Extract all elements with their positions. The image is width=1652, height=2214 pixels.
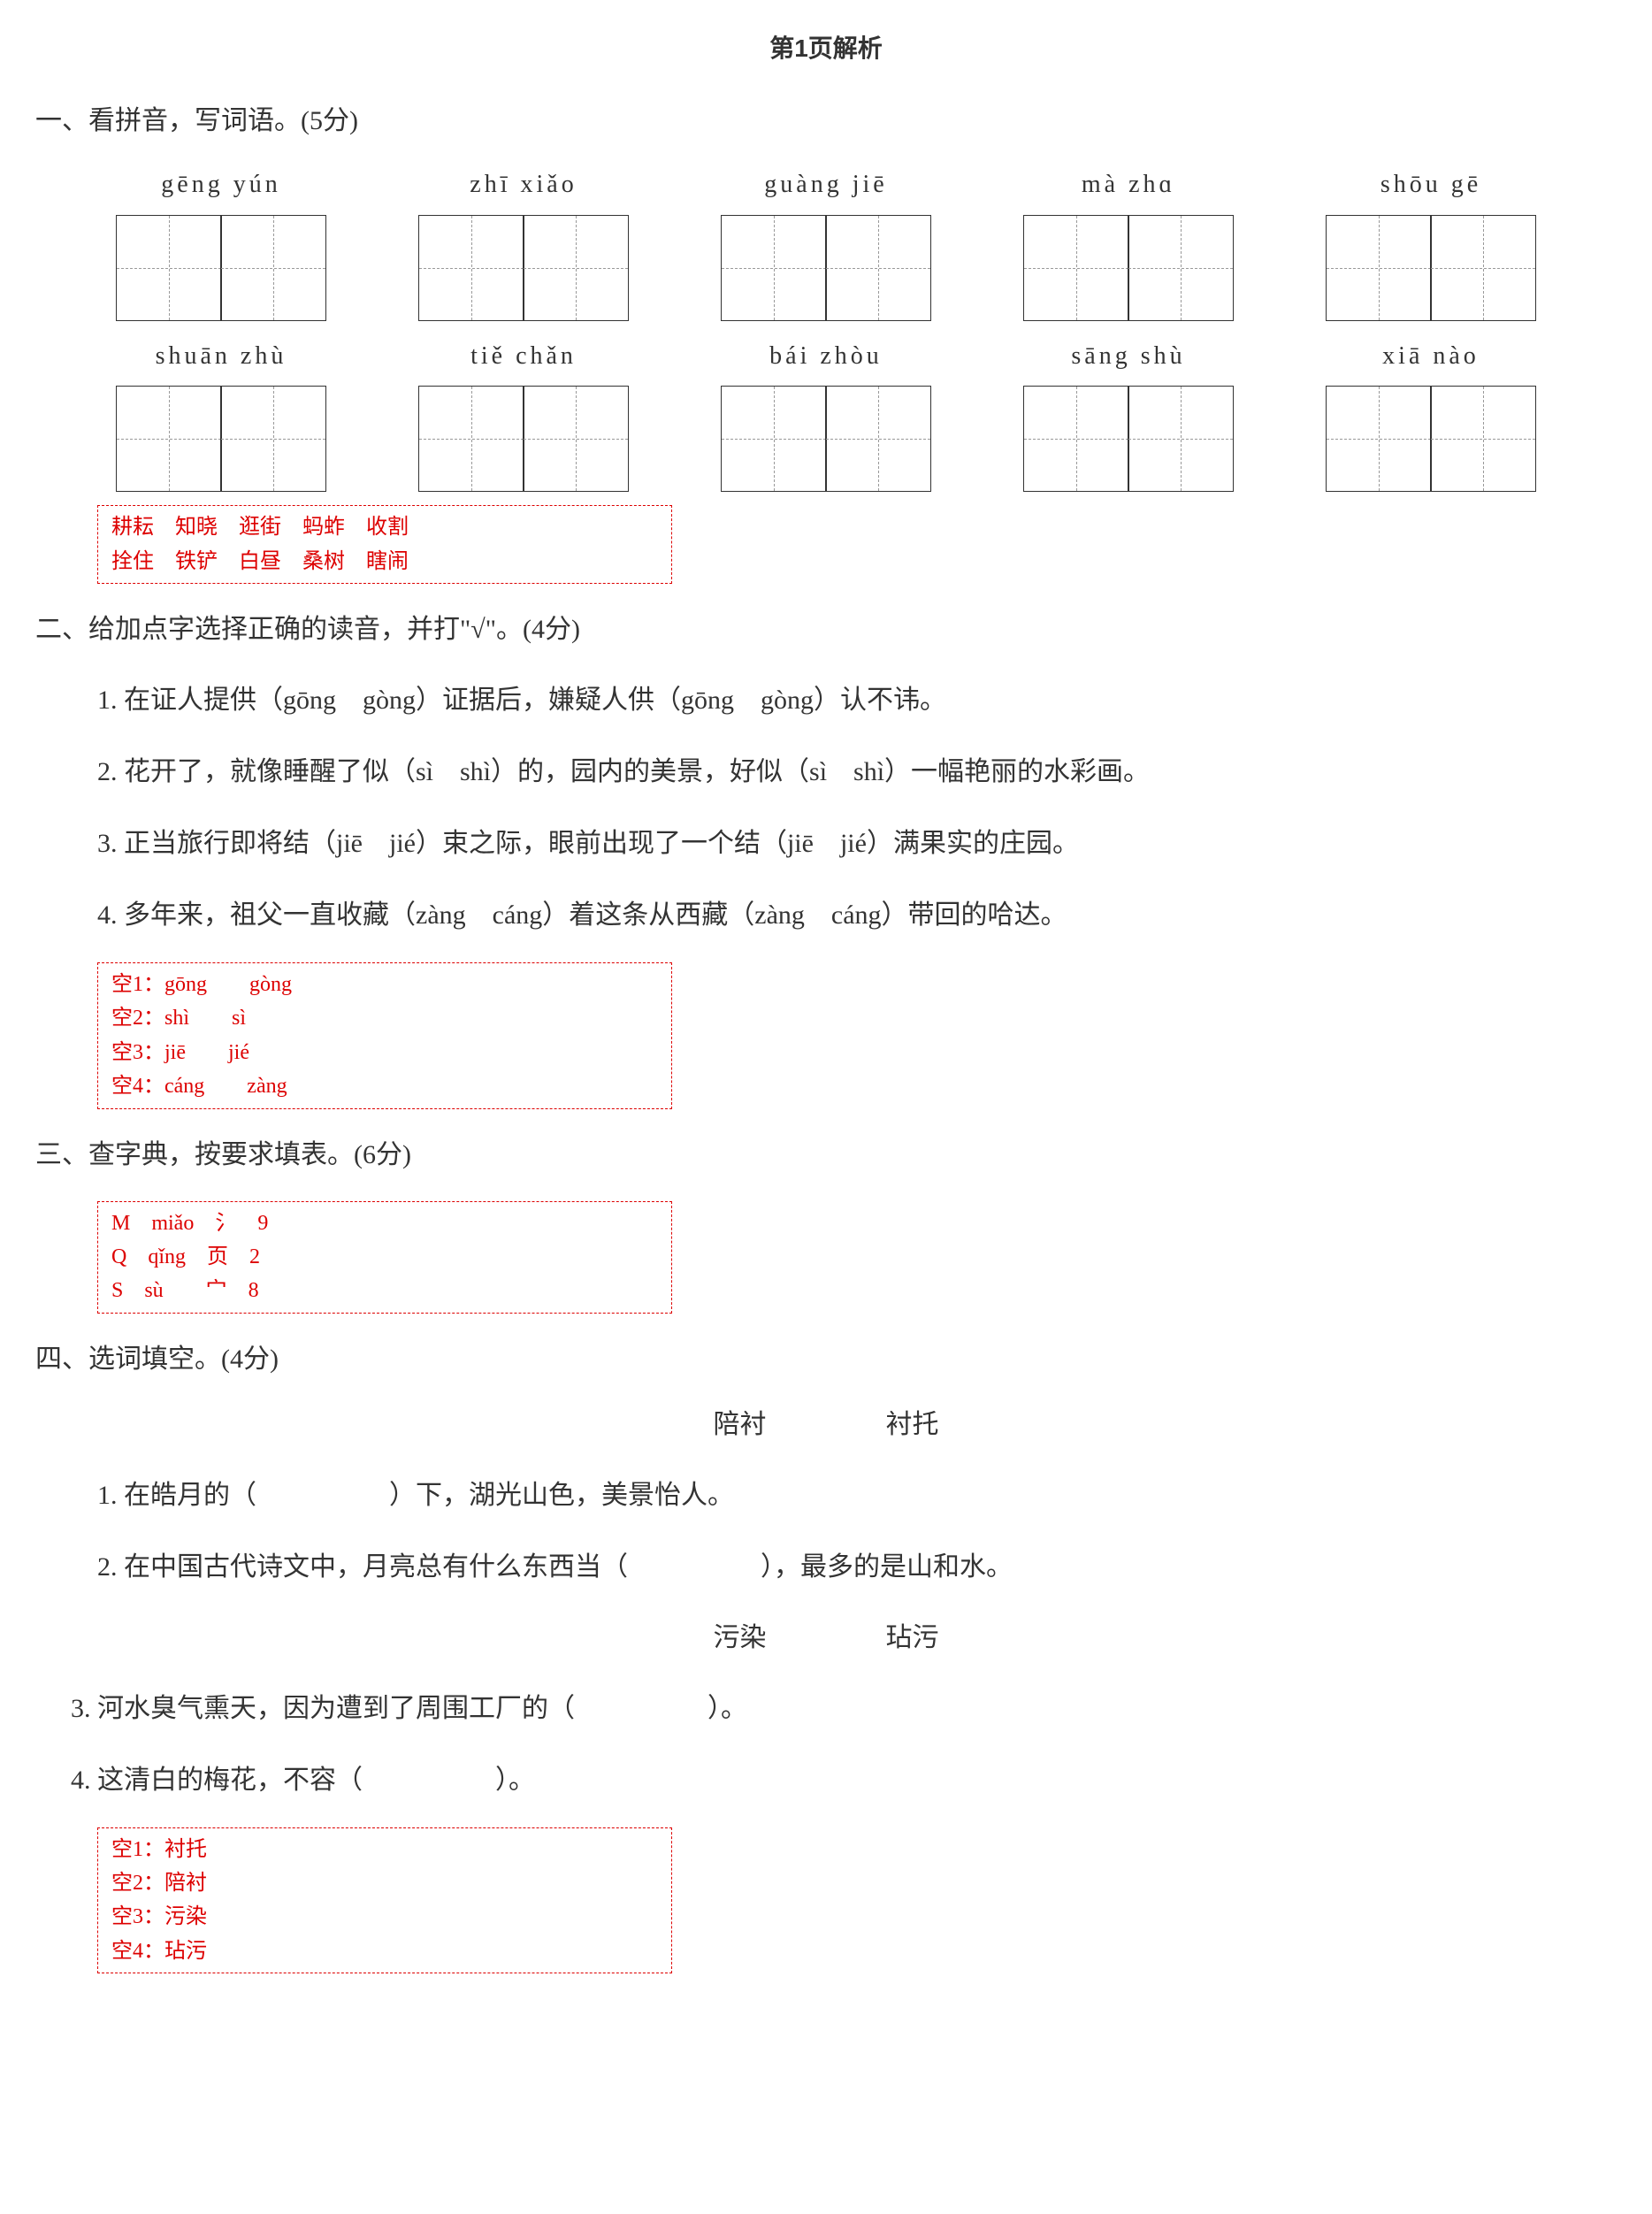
pinyin-group: gēng yún	[97, 163, 345, 207]
char-box-group	[1005, 215, 1252, 321]
char-box	[116, 386, 222, 492]
section2-q2: 2. 花开了，就像睡醒了似（sì shì）的，园内的美景，好似（sì shì）一…	[35, 743, 1617, 801]
word-option: 陪衬	[714, 1410, 767, 1439]
char-box-group	[400, 215, 647, 321]
char-box	[116, 215, 222, 321]
char-box-group	[97, 215, 345, 321]
section4-q2: 2. 在中国古代诗文中，月亮总有什么东西当（ ），最多的是山和水。	[35, 1538, 1617, 1597]
answer-line: S sù 宀 8	[111, 1274, 658, 1307]
char-box	[1326, 215, 1432, 321]
pinyin-group: shōu gē	[1307, 163, 1555, 207]
word-option: 衬托	[886, 1410, 939, 1439]
section4-title: 四、选词填空。(4分)	[35, 1336, 1617, 1383]
char-boxes-row-1	[35, 215, 1617, 321]
answer-line: 空4：cáng zàng	[111, 1069, 658, 1103]
word-option: 玷污	[886, 1623, 939, 1652]
char-box	[1430, 386, 1536, 492]
char-box	[220, 386, 326, 492]
section2-q4: 4. 多年来，祖父一直收藏（zàng cáng）着这条从西藏（zàng cáng…	[35, 886, 1617, 945]
char-box	[1023, 386, 1129, 492]
char-box	[721, 215, 827, 321]
pinyin-group: zhī xiǎo	[400, 163, 647, 207]
section4-q3: 3. 河水臭气熏天，因为遭到了周围工厂的（ ）。	[35, 1680, 1617, 1738]
section2-title: 二、给加点字选择正确的读音，并打"√"。(4分)	[35, 606, 1617, 654]
char-box	[1326, 386, 1432, 492]
answer-line: 空3：jiē jié	[111, 1036, 658, 1069]
pinyin-group: tiě chǎn	[400, 334, 647, 379]
section2-answer-box: 空1：gōng gòng 空2：shì sì 空3：jiē jié 空4：cán…	[97, 962, 672, 1109]
char-box	[418, 215, 524, 321]
answer-line: 空2：陪衬	[111, 1866, 658, 1900]
char-box	[523, 215, 629, 321]
answer-line: 耕耘 知晓 逛街 蚂蚱 收割	[111, 510, 658, 544]
char-box	[1430, 215, 1536, 321]
pinyin-row-2: shuān zhù tiě chǎn bái zhòu sāng shù xiā…	[35, 334, 1617, 379]
char-box	[523, 386, 629, 492]
answer-line: Q qǐng 页 2	[111, 1240, 658, 1274]
section2-q3: 3. 正当旅行即将结（jiē jié）束之际，眼前出现了一个结（jiē jié）…	[35, 815, 1617, 873]
answer-line: 空3：污染	[111, 1900, 658, 1934]
pinyin-group: xiā nào	[1307, 334, 1555, 379]
section4-q1: 1. 在皓月的（ ）下，湖光山色，美景怡人。	[35, 1467, 1617, 1525]
char-box	[1128, 386, 1234, 492]
pinyin-group: sāng shù	[1005, 334, 1252, 379]
section1-title: 一、看拼音，写词语。(5分)	[35, 97, 1617, 145]
pinyin-group: guàng jiē	[702, 163, 950, 207]
char-box-group	[702, 215, 950, 321]
answer-line: 空2：shì sì	[111, 1001, 658, 1035]
char-box	[418, 386, 524, 492]
section3-title: 三、查字典，按要求填表。(6分)	[35, 1131, 1617, 1179]
char-box-group	[97, 386, 345, 492]
char-box-group	[1307, 386, 1555, 492]
char-box	[825, 386, 931, 492]
char-box-group	[400, 386, 647, 492]
answer-line: M miǎo 氵 9	[111, 1207, 658, 1240]
char-box	[220, 215, 326, 321]
answer-line: 空4：玷污	[111, 1934, 658, 1968]
answer-line: 空1：衬托	[111, 1833, 658, 1866]
char-box	[1128, 215, 1234, 321]
section4-q4: 4. 这清白的梅花，不容（ ）。	[35, 1751, 1617, 1810]
section3-answer-box: M miǎo 氵 9 Q qǐng 页 2 S sù 宀 8	[97, 1201, 672, 1314]
char-boxes-row-2	[35, 386, 1617, 492]
answer-line: 空1：gōng gòng	[111, 968, 658, 1001]
section4-pair2: 污染 玷污	[35, 1614, 1617, 1662]
char-box-group	[702, 386, 950, 492]
pinyin-group: shuān zhù	[97, 334, 345, 379]
answer-line: 拴住 铁铲 白昼 桑树 瞎闹	[111, 545, 658, 578]
char-box-group	[1005, 386, 1252, 492]
section4-answer-box: 空1：衬托 空2：陪衬 空3：污染 空4：玷污	[97, 1827, 672, 1974]
char-box	[1023, 215, 1129, 321]
pinyin-group: bái zhòu	[702, 334, 950, 379]
pinyin-group: mà zhɑ	[1005, 163, 1252, 207]
word-option: 污染	[714, 1623, 767, 1652]
section4-pair1: 陪衬 衬托	[35, 1401, 1617, 1449]
char-box-group	[1307, 215, 1555, 321]
section2-q1: 1. 在证人提供（gōng gòng）证据后，嫌疑人供（gōng gòng）认不…	[35, 671, 1617, 730]
pinyin-row-1: gēng yún zhī xiǎo guàng jiē mà zhɑ shōu …	[35, 163, 1617, 207]
char-box	[825, 215, 931, 321]
char-box	[721, 386, 827, 492]
section1-answer-box: 耕耘 知晓 逛街 蚂蚱 收割 拴住 铁铲 白昼 桑树 瞎闹	[97, 505, 672, 584]
page-header: 第1页解析	[35, 27, 1617, 71]
